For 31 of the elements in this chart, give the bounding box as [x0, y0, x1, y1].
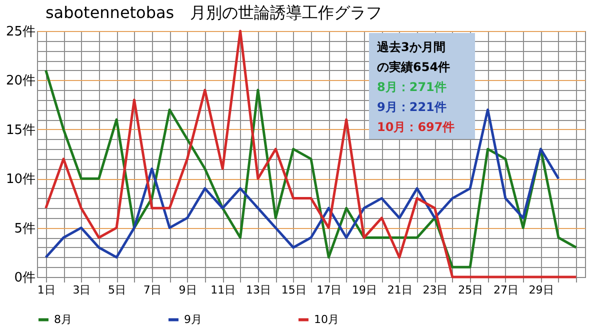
y-tick-label: 25件	[6, 24, 36, 40]
x-tick-label: 19日	[352, 284, 378, 296]
legend-label: 8月	[54, 312, 72, 326]
x-tick-label: 15日	[281, 284, 306, 296]
x-tick-label: 27日	[493, 284, 518, 296]
y-tick-label: 15件	[6, 122, 36, 138]
legend-label: 9月	[184, 312, 202, 326]
x-tick-label: 21日	[387, 284, 412, 296]
x-tick-label: 5日	[108, 284, 126, 296]
x-tick-label: 11日	[210, 284, 236, 296]
x-tick-label: 13日	[246, 284, 271, 296]
y-tick-label: 0件	[14, 270, 36, 286]
annotation: 過去3か月間	[376, 40, 446, 54]
x-tick-label: 1日	[37, 284, 56, 296]
y-tick-label: 10件	[6, 172, 36, 188]
x-tick-label: 9日	[178, 284, 197, 296]
y-tick-label: 20件	[6, 74, 36, 89]
chart-title: sabotennetobas 月別の世論誘導工作グラフ	[45, 3, 382, 22]
line-series	[44, 30, 578, 278]
x-tick-label: 17日	[316, 284, 342, 296]
annotation: の実績654件	[377, 60, 450, 74]
x-tick-label: 7日	[143, 284, 162, 296]
legend-label: 10月	[314, 312, 339, 326]
y-tick-label: 5件	[14, 221, 36, 236]
annotation: 10月：697件	[377, 120, 455, 134]
annotation: 8月：271件	[377, 80, 446, 94]
x-tick-label: 25日	[458, 284, 484, 296]
x-tick-label: 23日	[422, 284, 448, 296]
x-tick-label: 3日	[72, 284, 91, 296]
x-tick-label: 29日	[528, 284, 554, 296]
annotation: 9月：221件	[377, 100, 446, 114]
